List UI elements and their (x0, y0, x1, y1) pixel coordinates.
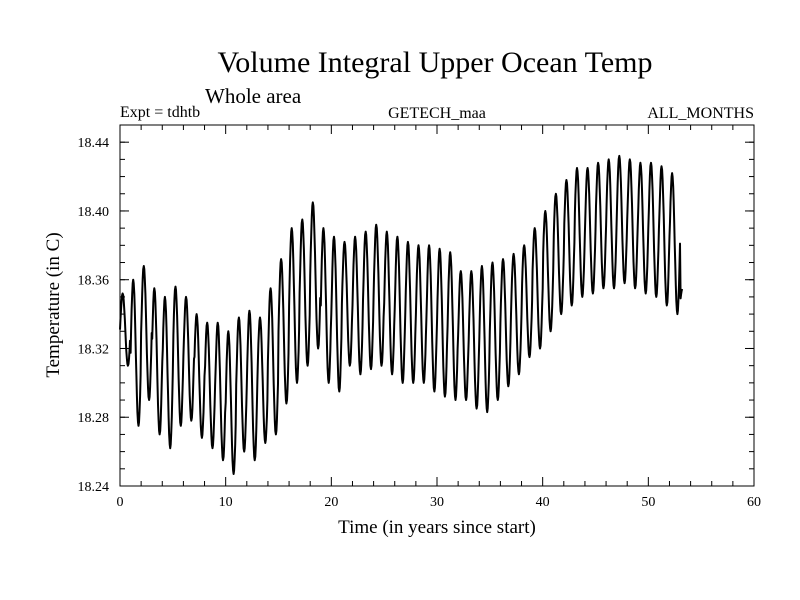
x-tick-label: 30 (430, 495, 444, 510)
dataset-label: GETECH_maa (388, 105, 486, 122)
chart-title: Volume Integral Upper Ocean Temp (218, 46, 653, 79)
x-tick-label: 0 (117, 495, 124, 510)
period-label: ALL_MONTHS (647, 105, 754, 122)
y-tick-label: 18.24 (78, 480, 110, 495)
y-tick-label: 18.44 (78, 136, 110, 151)
y-tick-label: 18.40 (78, 205, 110, 220)
x-tick-label: 10 (219, 495, 233, 510)
x-tick-label: 20 (324, 495, 338, 510)
y-axis: 18.24 18.28 18.32 18.36 18.40 18.44 (78, 136, 754, 495)
temperature-series-line (119, 154, 684, 475)
y-axis-label: Temperature (in C) (43, 232, 64, 377)
x-tick-label: 40 (536, 495, 550, 510)
experiment-label: Expt = tdhtb (120, 104, 200, 121)
chart-subtitle: Whole area (205, 84, 302, 108)
y-tick-label: 18.28 (78, 411, 110, 426)
y-tick-label: 18.32 (78, 342, 110, 357)
x-axis-label: Time (in years since start) (338, 517, 536, 538)
y-tick-label: 18.36 (78, 274, 110, 289)
x-axis: 0 10 20 30 40 50 60 (117, 125, 761, 510)
x-tick-label: 50 (641, 495, 655, 510)
x-tick-label: 60 (747, 495, 761, 510)
